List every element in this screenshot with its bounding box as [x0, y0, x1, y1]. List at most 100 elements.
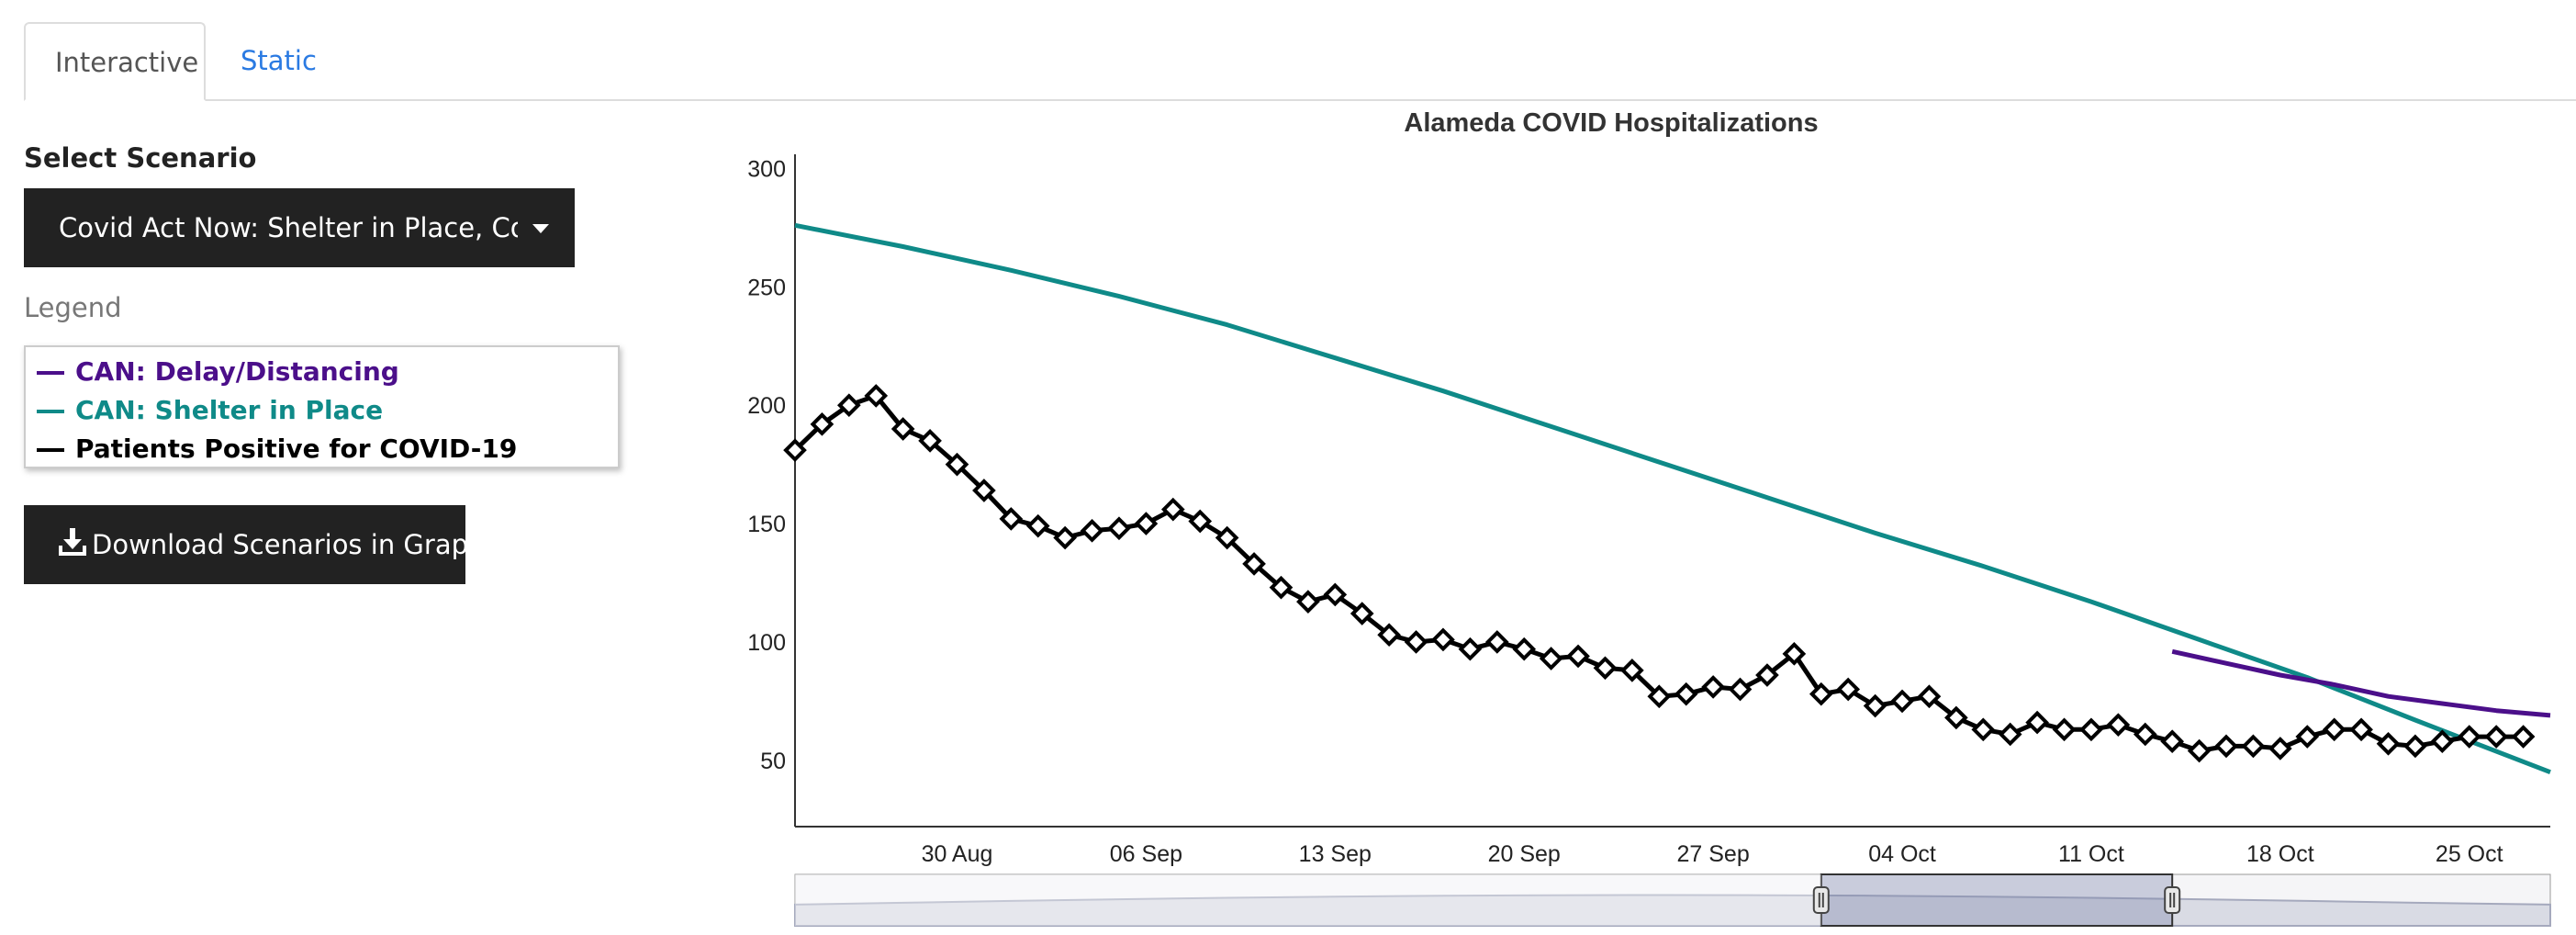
chart-title: Alameda COVID Hospitalizations	[1404, 108, 1818, 138]
data-point-marker	[1107, 516, 1131, 541]
data-point-marker	[1863, 693, 1887, 718]
data-point-marker	[864, 384, 889, 408]
chart-axes: 50 100 150 200 250 300 30 Aug 06 Sep 13 Sep 20 Se…	[747, 154, 2550, 867]
navigator-selection-window	[1820, 873, 2174, 927]
x-tick-label: 25 Oct	[2436, 841, 2503, 867]
y-tick-label: 150	[747, 512, 786, 537]
data-point-marker	[1404, 630, 1428, 654]
data-point-marker	[2457, 725, 2481, 749]
legend-swatch	[37, 371, 64, 375]
data-point-marker	[2511, 725, 2536, 749]
data-point-marker	[1566, 644, 1590, 669]
download-button-label: Download Scenarios in Graph	[92, 529, 486, 560]
data-point-marker	[1539, 647, 1563, 670]
data-point-marker	[2484, 725, 2508, 749]
data-point-marker	[1242, 552, 1266, 576]
data-point-marker	[1917, 684, 1942, 709]
data-point-marker	[2376, 731, 2401, 756]
x-tick-label: 06 Sep	[1110, 841, 1182, 867]
chart-series	[783, 222, 2551, 775]
data-point-marker	[1674, 682, 1698, 706]
y-tick-label: 100	[747, 630, 786, 656]
download-scenarios-button[interactable]: Download Scenarios in Graph	[24, 505, 485, 584]
data-point-marker	[2052, 717, 2077, 742]
legend-item-delay-distancing[interactable]: CAN: Delay/Distancing	[37, 356, 399, 387]
data-point-marker	[1890, 689, 1914, 714]
navigator-area	[794, 894, 2551, 927]
data-point-marker	[2268, 737, 2292, 760]
data-point-marker	[2214, 734, 2238, 759]
data-point-marker	[1512, 636, 1537, 661]
data-point-marker	[918, 429, 942, 453]
data-point-marker	[2079, 717, 2103, 742]
data-point-marker	[2322, 717, 2346, 742]
data-point-marker	[1458, 636, 1483, 661]
data-point-marker	[1647, 684, 1672, 709]
data-point-marker	[1053, 525, 1077, 550]
series-line-delay-distancing	[2171, 648, 2551, 718]
data-point-marker	[2430, 729, 2455, 754]
data-point-marker	[2349, 717, 2373, 742]
data-point-marker	[1944, 705, 1968, 730]
legend-swatch	[37, 410, 64, 413]
data-point-marker	[1269, 575, 1294, 600]
data-point-marker	[1593, 656, 1618, 681]
caret-down-icon	[532, 224, 549, 233]
data-point-marker	[1160, 497, 1185, 522]
select-scenario-label: Select Scenario	[24, 142, 257, 174]
scenario-dropdown[interactable]: Covid Act Now: Shelter in Place, Covid A…	[24, 188, 575, 267]
navigator-handle-left[interactable]	[1812, 886, 1830, 914]
data-point-marker	[810, 412, 834, 436]
data-point-marker	[1134, 512, 1159, 535]
data-point-marker	[2403, 734, 2427, 759]
data-point-marker	[999, 507, 1024, 531]
data-point-marker	[1350, 602, 1374, 625]
data-point-marker	[890, 417, 915, 441]
tab-bar: Interactive Static	[24, 22, 2576, 101]
data-point-marker	[1971, 717, 1996, 742]
data-point-marker	[1809, 682, 1833, 706]
data-point-marker	[2025, 710, 2049, 735]
data-point-marker	[1431, 627, 1455, 652]
legend-swatch	[37, 448, 64, 452]
data-point-marker	[837, 393, 861, 418]
data-point-marker	[1323, 582, 1348, 607]
data-point-marker	[1080, 518, 1104, 543]
y-tick-label: 300	[747, 156, 786, 182]
x-tick-label: 27 Sep	[1676, 841, 1749, 867]
x-tick-label: 20 Sep	[1488, 841, 1561, 867]
data-point-marker	[945, 452, 969, 477]
data-point-marker	[2187, 738, 2212, 763]
legend-item-shelter-in-place[interactable]: CAN: Shelter in Place	[37, 395, 383, 425]
tab-interactive[interactable]: Interactive	[24, 22, 206, 101]
data-point-marker	[1296, 590, 1320, 614]
data-point-marker	[1755, 663, 1779, 687]
data-point-marker	[1484, 630, 1509, 654]
series-line-shelter-in-place	[794, 222, 2551, 775]
scenario-selected-value: Covid Act Now: Shelter in Place, Covid A…	[59, 212, 518, 243]
legend-item-label: CAN: Delay/Distancing	[75, 356, 399, 387]
legend-item-label: Patients Positive for COVID-19	[75, 434, 518, 464]
data-point-marker	[972, 479, 996, 502]
data-point-marker	[1782, 642, 1807, 666]
y-tick-label: 50	[760, 749, 786, 774]
legend: CAN: Delay/Distancing CAN: Shelter in Pl…	[24, 345, 620, 468]
navigator-handle-right[interactable]	[2164, 886, 2181, 914]
data-point-marker	[1025, 513, 1050, 538]
data-point-marker	[1728, 677, 1753, 702]
data-point-marker	[1215, 525, 1239, 550]
x-tick-label: 04 Oct	[1868, 841, 1936, 867]
y-tick-label: 250	[747, 275, 786, 300]
y-tick-label: 200	[747, 393, 786, 419]
legend-item-label: CAN: Shelter in Place	[75, 395, 384, 425]
x-tick-label: 13 Sep	[1299, 841, 1372, 867]
legend-item-patients-positive[interactable]: Patients Positive for COVID-19	[37, 434, 517, 464]
navigator-unselected-left	[795, 874, 1821, 926]
data-point-marker	[2133, 722, 2157, 747]
legend-label: Legend	[24, 292, 122, 323]
data-point-marker	[1188, 509, 1213, 534]
x-tick-label: 30 Aug	[922, 841, 993, 867]
tab-static[interactable]: Static	[241, 45, 317, 76]
range-navigator[interactable]	[794, 873, 2551, 927]
